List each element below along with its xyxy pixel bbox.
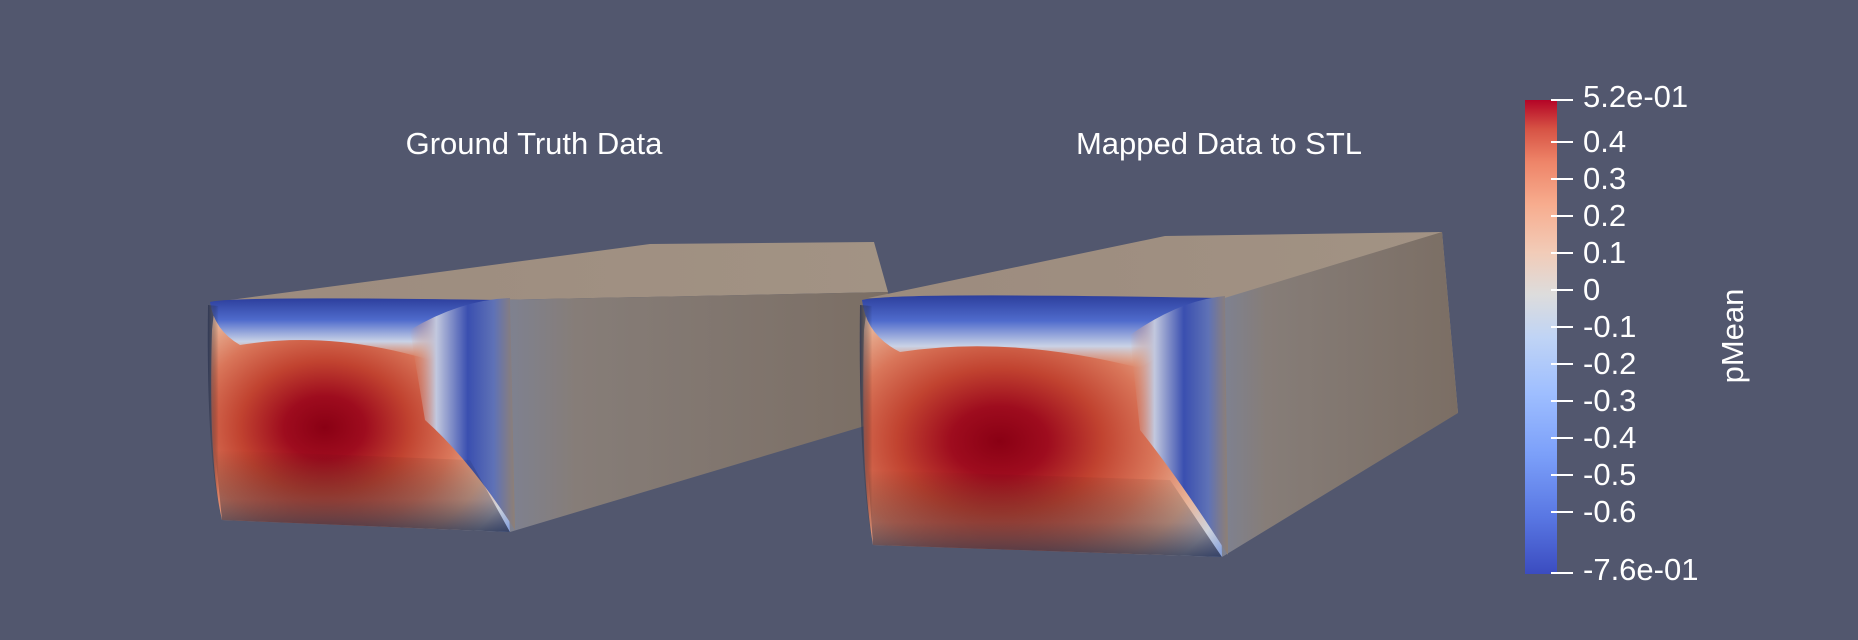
bottom-shading <box>868 470 1222 557</box>
colorbar-label: -0.3 <box>1583 383 1637 418</box>
colorbar-ticks <box>1551 99 1573 574</box>
color-legend <box>1525 99 1573 574</box>
left-edge-shading <box>207 305 262 522</box>
colorbar-gradient <box>1525 100 1557 574</box>
colorbar-label: 0.1 <box>1583 235 1627 270</box>
colorbar-title: pMean <box>1715 288 1750 384</box>
bottom-shading <box>215 450 510 532</box>
colorbar-label: -0.6 <box>1583 494 1637 529</box>
right-pressure-band <box>1130 296 1228 555</box>
colorbar-label-max: 5.2e-01 <box>1583 79 1689 114</box>
model-side-face <box>498 292 888 532</box>
view-title-mapped: Mapped Data to STL <box>1075 126 1363 161</box>
ground-truth-model[interactable] <box>207 242 888 532</box>
colorbar-label: -0.1 <box>1583 309 1637 344</box>
colorbar-label: -0.4 <box>1583 420 1637 455</box>
colorbar-label: 0.4 <box>1583 124 1627 159</box>
left-edge-shading <box>859 305 922 547</box>
colorbar-label-min: -7.6e-01 <box>1583 552 1699 587</box>
top-pressure-band <box>862 295 1218 368</box>
colorbar-label: 0 <box>1583 272 1601 307</box>
colorbar-label: 0.3 <box>1583 161 1627 196</box>
colorbar-label: 0.2 <box>1583 198 1627 233</box>
right-pressure-band <box>410 298 515 530</box>
view-title-ground-truth: Ground Truth Data <box>405 126 663 161</box>
model-side-face <box>1218 232 1458 557</box>
colorbar-label: -0.5 <box>1583 457 1637 492</box>
model-top-face <box>215 242 888 302</box>
mapped-stl-model[interactable] <box>859 232 1458 557</box>
colorbar-label: -0.2 <box>1583 346 1637 381</box>
